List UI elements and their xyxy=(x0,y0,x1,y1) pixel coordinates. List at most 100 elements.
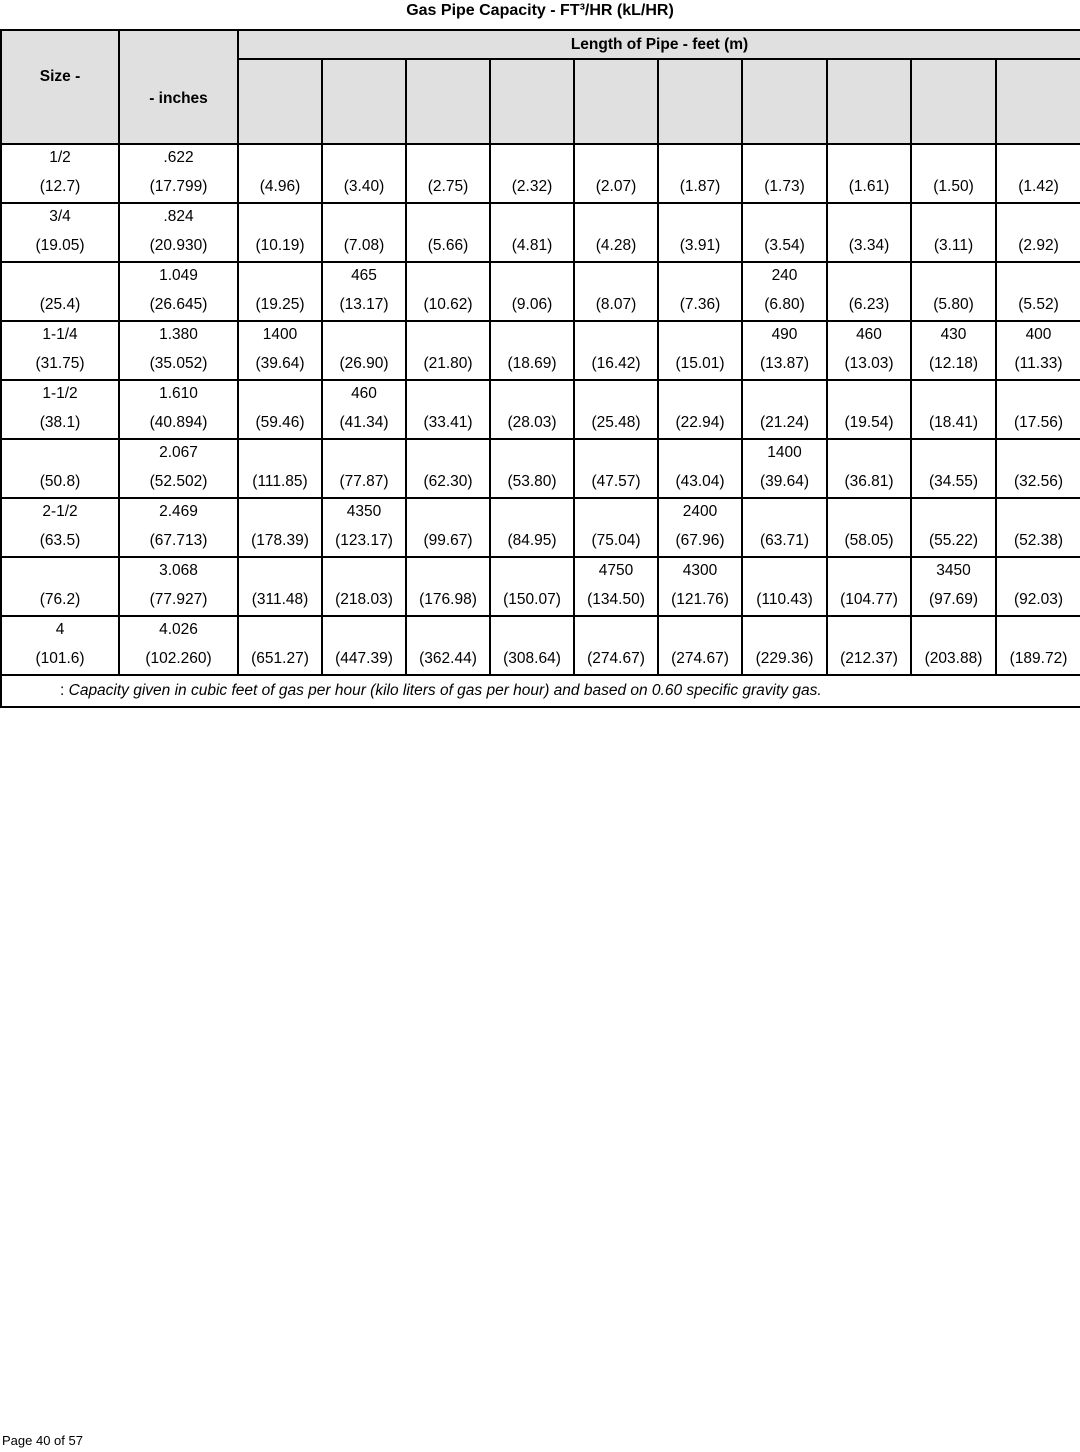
table-row: 4 (101.6) 4.026 (102.260) (651.27) (447.39) (3… xyxy=(0,615,1080,676)
capacity-cell-metric: (15.01) xyxy=(675,355,725,372)
capacity-cell-metric: (447.39) xyxy=(335,650,393,667)
capacity-cell-metric: (311.48) xyxy=(251,591,309,608)
capacity-cell-metric: (63.71) xyxy=(759,532,810,549)
capacity-cell: (2.75) xyxy=(405,143,491,204)
table-row: (50.8) 2.067 (52.502) (111.85) (77.87) (62.30… xyxy=(0,438,1080,499)
inches-cell-imperial: 4.026 xyxy=(159,621,198,638)
capacity-cell: 240 (6.80) xyxy=(741,261,828,322)
capacity-cell: 460 (41.34) xyxy=(321,379,407,440)
capacity-cell: 2400 (67.96) xyxy=(657,497,743,558)
capacity-cell: (10.19) xyxy=(237,202,323,263)
capacity-cell-metric: (62.30) xyxy=(423,473,473,490)
capacity-cell-metric: (8.07) xyxy=(595,296,637,313)
length-column-header xyxy=(573,58,659,145)
capacity-cell: (4.96) xyxy=(237,143,323,204)
inches-cell-metric: (77.927) xyxy=(149,591,208,608)
table-row: (25.4) 1.049 (26.645) (19.25) 465 (13.17) (10.… xyxy=(0,261,1080,322)
length-column-header xyxy=(910,58,997,145)
capacity-cell: (6.23) xyxy=(826,261,912,322)
inches-cell: 3.068 (77.927) xyxy=(118,556,239,617)
capacity-cell: 1400 (39.64) xyxy=(741,438,828,499)
capacity-cell: (308.64) xyxy=(489,615,575,676)
inches-cell-metric: (26.645) xyxy=(149,296,208,313)
capacity-cell: (26.90) xyxy=(321,320,407,381)
capacity-cell: (274.67) xyxy=(573,615,659,676)
capacity-cell-metric: (362.44) xyxy=(419,650,477,667)
capacity-cell-metric: (1.61) xyxy=(848,178,890,195)
footnote-prefix: : xyxy=(60,682,65,699)
gas-pipe-capacity-table: Size - - inches Length of Pipe - feet (m… xyxy=(0,29,1080,708)
capacity-cell: (28.03) xyxy=(489,379,575,440)
capacity-cell: (2.92) xyxy=(994,202,1080,263)
size-cell-imperial: 1-1/4 xyxy=(42,326,78,343)
size-cell-metric: (50.8) xyxy=(39,473,81,490)
capacity-cell: (7.08) xyxy=(321,202,407,263)
capacity-cell-metric: (7.36) xyxy=(679,296,721,313)
capacity-cell: (447.39) xyxy=(321,615,407,676)
capacity-cell: (59.46) xyxy=(237,379,323,440)
size-cell-metric: (38.1) xyxy=(39,414,81,431)
inches-cell: 2.067 (52.502) xyxy=(118,438,239,499)
capacity-cell: (7.36) xyxy=(657,261,743,322)
page-number: Page 40 of 57 xyxy=(2,1433,83,1448)
capacity-cell-metric: (6.23) xyxy=(848,296,890,313)
length-column-header xyxy=(405,58,491,145)
capacity-cell-metric: (59.46) xyxy=(255,414,305,431)
capacity-cell-metric: (10.19) xyxy=(255,237,305,254)
capacity-cell: 400 (11.33) xyxy=(994,320,1080,381)
capacity-cell: 465 (13.17) xyxy=(321,261,407,322)
table-row: 3/4 (19.05) .824 (20.930) (10.19) (7.08) (5.66… xyxy=(0,202,1080,263)
inches-cell-metric: (67.713) xyxy=(149,532,208,549)
capacity-cell-metric: (17.56) xyxy=(1013,414,1064,431)
capacity-cell: (25.48) xyxy=(573,379,659,440)
capacity-cell-metric: (7.08) xyxy=(343,237,385,254)
capacity-cell-metric: (12.18) xyxy=(928,355,979,372)
length-column-header xyxy=(489,58,575,145)
capacity-cell-metric: (189.72) xyxy=(1009,650,1068,667)
size-cell: 1-1/4 (31.75) xyxy=(0,320,120,381)
capacity-cell-imperial: 4350 xyxy=(346,503,382,520)
capacity-cell: (17.56) xyxy=(994,379,1080,440)
length-column-header xyxy=(657,58,743,145)
inches-cell-metric: (35.052) xyxy=(149,355,208,372)
capacity-cell-metric: (34.55) xyxy=(928,473,979,490)
size-cell-metric: (25.4) xyxy=(39,296,81,313)
inches-cell: 4.026 (102.260) xyxy=(118,615,239,676)
capacity-cell-imperial: 240 xyxy=(771,267,798,284)
capacity-cell: 3450 (97.69) xyxy=(910,556,997,617)
capacity-cell-imperial: 1400 xyxy=(767,444,802,461)
capacity-cell-metric: (32.56) xyxy=(1013,473,1064,490)
capacity-cell: 4300 (121.76) xyxy=(657,556,743,617)
inches-cell-imperial: 1.610 xyxy=(159,385,198,402)
capacity-cell-metric: (13.87) xyxy=(759,355,810,372)
table-row: 1-1/2 (38.1) 1.610 (40.894) (59.46) 460 (41.34… xyxy=(0,379,1080,440)
size-cell-imperial: 1-1/2 xyxy=(42,385,78,402)
capacity-cell-metric: (43.04) xyxy=(675,473,725,490)
capacity-cell: (178.39) xyxy=(237,497,323,558)
size-cell: (25.4) xyxy=(0,261,120,322)
capacity-cell: (9.06) xyxy=(489,261,575,322)
capacity-cell-metric: (111.85) xyxy=(252,473,308,490)
size-cell: 3/4 (19.05) xyxy=(0,202,120,263)
capacity-cell-metric: (203.88) xyxy=(924,650,983,667)
size-cell-metric: (76.2) xyxy=(39,591,81,608)
capacity-cell: (5.52) xyxy=(994,261,1080,322)
capacity-cell-metric: (28.03) xyxy=(507,414,557,431)
capacity-cell: (62.30) xyxy=(405,438,491,499)
size-cell: (50.8) xyxy=(0,438,120,499)
capacity-cell: (3.54) xyxy=(741,202,828,263)
capacity-cell: (651.27) xyxy=(237,615,323,676)
capacity-cell-metric: (150.07) xyxy=(503,591,561,608)
capacity-cell: (22.94) xyxy=(657,379,743,440)
capacity-cell-metric: (104.77) xyxy=(840,591,898,608)
capacity-cell-metric: (110.43) xyxy=(756,591,813,608)
capacity-cell: (311.48) xyxy=(237,556,323,617)
capacity-cell-metric: (10.62) xyxy=(423,296,473,313)
capacity-cell-metric: (13.17) xyxy=(339,296,389,313)
capacity-cell: (32.56) xyxy=(994,438,1080,499)
capacity-cell-metric: (18.69) xyxy=(507,355,557,372)
capacity-cell: (21.80) xyxy=(405,320,491,381)
size-cell: 1-1/2 (38.1) xyxy=(0,379,120,440)
capacity-cell-metric: (92.03) xyxy=(1013,591,1064,608)
capacity-cell-metric: (4.81) xyxy=(511,237,553,254)
